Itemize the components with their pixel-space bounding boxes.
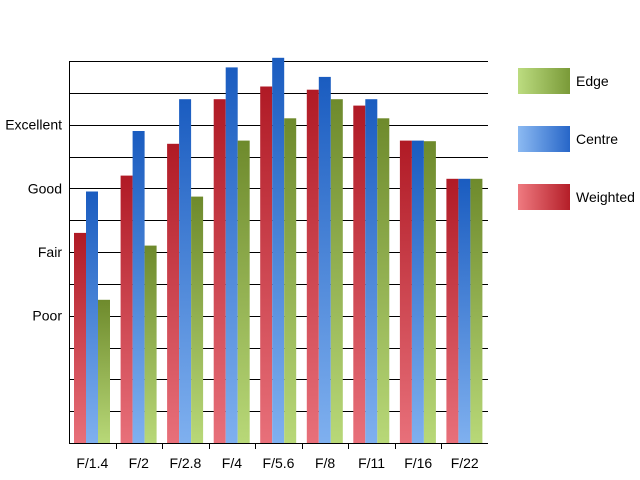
x-tick-label: F/5.6 xyxy=(263,455,295,471)
bar-centre-f-2-8 xyxy=(179,99,192,443)
bar-edge-f-2 xyxy=(144,245,157,443)
bar-edge-f-2-8 xyxy=(191,196,204,443)
bar-edge-f-1-4 xyxy=(98,299,110,444)
bar-centre-f-2 xyxy=(132,131,145,443)
bar-weighted-f-5-6 xyxy=(260,86,273,443)
bar-weighted-f-1-4 xyxy=(74,232,86,443)
bar-weighted-f-22 xyxy=(446,178,459,444)
y-tick-label: Poor xyxy=(32,308,62,324)
x-tick-label: F/4 xyxy=(222,455,242,471)
legend-swatch-edge xyxy=(518,68,570,94)
legend-label-edge: Edge xyxy=(576,73,609,89)
legend-label-centre: Centre xyxy=(576,131,618,147)
bars xyxy=(74,57,483,444)
bar-centre-f-22 xyxy=(458,178,471,444)
x-tick-label: F/16 xyxy=(404,455,432,471)
x-tick-label: F/22 xyxy=(451,455,479,471)
bar-weighted-f-16 xyxy=(399,140,412,443)
bar-edge-f-22 xyxy=(470,178,483,444)
bar-weighted-f-8 xyxy=(306,89,319,443)
x-tick-label: F/8 xyxy=(315,455,335,471)
x-tick-label: F/2 xyxy=(129,455,149,471)
bar-edge-f-8 xyxy=(330,99,343,443)
y-tick-label: Good xyxy=(28,180,62,196)
legend-label-weighted: Weighted xyxy=(576,189,635,205)
bar-centre-f-4 xyxy=(225,67,238,444)
legend-swatch-centre xyxy=(518,126,570,152)
x-tick-label: F/1.4 xyxy=(76,455,108,471)
bar-centre-f-1-4 xyxy=(86,191,98,443)
bar-centre-f-8 xyxy=(318,76,331,444)
bar-edge-f-5-6 xyxy=(284,118,297,444)
bar-weighted-f-2-8 xyxy=(167,143,180,444)
bar-edge-f-16 xyxy=(423,141,436,443)
bar-centre-f-5-6 xyxy=(272,57,285,444)
bar-centre-f-16 xyxy=(411,140,424,443)
y-tick-label: Excellent xyxy=(5,117,62,133)
x-tick-label: F/11 xyxy=(358,455,385,471)
x-tick-label: F/2.8 xyxy=(169,455,201,471)
bar-edge-f-4 xyxy=(237,140,250,443)
bar-centre-f-11 xyxy=(365,99,378,443)
axes xyxy=(69,61,488,449)
bar-weighted-f-4 xyxy=(213,99,226,443)
legend: Edge Centre Weighted xyxy=(518,68,635,210)
bar-edge-f-11 xyxy=(377,118,390,444)
legend-swatch-weighted xyxy=(518,184,570,210)
bar-weighted-f-2 xyxy=(120,175,133,443)
tick-labels: F/1.4 F/2 F/2.8 F/4 F/5.6 F/8 F/11 F/16 F/22 Poor… xyxy=(5,117,479,471)
bar-weighted-f-11 xyxy=(353,105,366,443)
y-tick-label: Fair xyxy=(38,244,62,260)
